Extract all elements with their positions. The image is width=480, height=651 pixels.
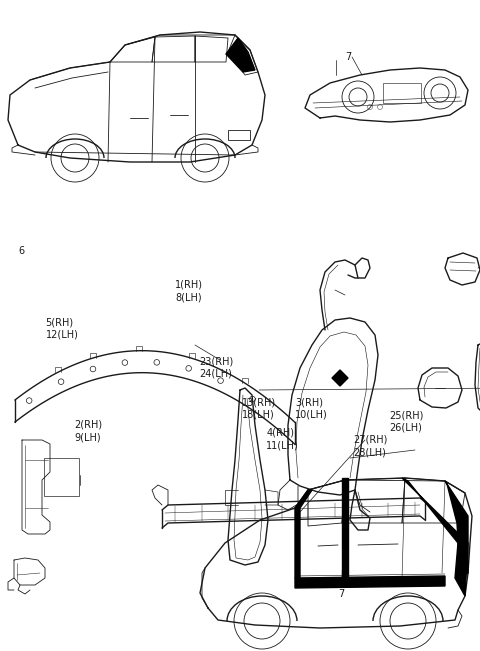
Bar <box>383 83 421 103</box>
Text: 7: 7 <box>338 589 345 599</box>
Polygon shape <box>295 576 445 588</box>
Polygon shape <box>226 38 255 72</box>
Text: 7: 7 <box>345 52 351 62</box>
Text: 13(RH)
18(LH): 13(RH) 18(LH) <box>242 397 276 419</box>
Polygon shape <box>295 490 312 578</box>
Text: 4(RH)
11(LH): 4(RH) 11(LH) <box>266 428 299 450</box>
Polygon shape <box>342 478 348 580</box>
Bar <box>44 458 79 496</box>
Bar <box>228 130 250 140</box>
Polygon shape <box>332 370 348 386</box>
Text: 23(RH)
24(LH): 23(RH) 24(LH) <box>199 356 233 378</box>
Polygon shape <box>445 481 468 576</box>
Text: 25(RH)
26(LH): 25(RH) 26(LH) <box>389 410 423 432</box>
Text: 5(RH)
12(LH): 5(RH) 12(LH) <box>46 317 78 339</box>
Text: 3(RH)
10(LH): 3(RH) 10(LH) <box>295 397 328 419</box>
Text: 27(RH)
28(LH): 27(RH) 28(LH) <box>353 435 387 457</box>
Polygon shape <box>402 478 468 596</box>
Text: 2(RH)
9(LH): 2(RH) 9(LH) <box>74 420 103 442</box>
Text: 6: 6 <box>18 246 24 256</box>
Text: 1(RH)
8(LH): 1(RH) 8(LH) <box>175 280 203 302</box>
